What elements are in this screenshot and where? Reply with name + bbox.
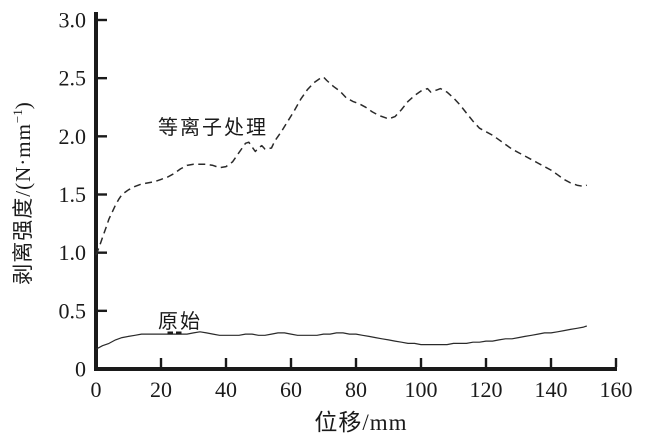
x-tick-label: 20 [150,377,172,402]
x-tick-label: 0 [91,377,102,402]
x-axis-title: 位移/mm [314,410,408,434]
x-tick-label: 120 [470,377,503,402]
axis-spines [94,12,617,371]
y-tick-label: 0.5 [59,298,87,323]
x-tick-label: 60 [280,377,302,402]
y-axis-title-exponent: −1 [10,109,25,124]
y-axis-title-base: 剥离强度/(N·mm [11,123,35,285]
y-tick-label: 1.0 [59,240,87,265]
series-label-plasma-treated: 等离子处理 [158,117,268,139]
y-tick-label: 2.5 [59,66,87,91]
x-tick-label: 80 [345,377,367,402]
series-curve-plasma-treated [95,76,588,256]
y-axis-title-close: ) [11,101,35,110]
series-label-original: 原始 [158,311,202,333]
y-tick-label: 2.0 [59,124,87,149]
y-tick-label: 1.5 [59,182,87,207]
y-tick-label: 0 [75,357,86,382]
y-axis-title: 剥离强度/(N·mm−1) [7,43,35,343]
y-tick-label: 3.0 [59,8,87,33]
x-tick-label: 140 [535,377,568,402]
x-tick-label: 160 [600,377,633,402]
x-tick-label: 40 [215,377,237,402]
x-tick-label: 100 [405,377,438,402]
